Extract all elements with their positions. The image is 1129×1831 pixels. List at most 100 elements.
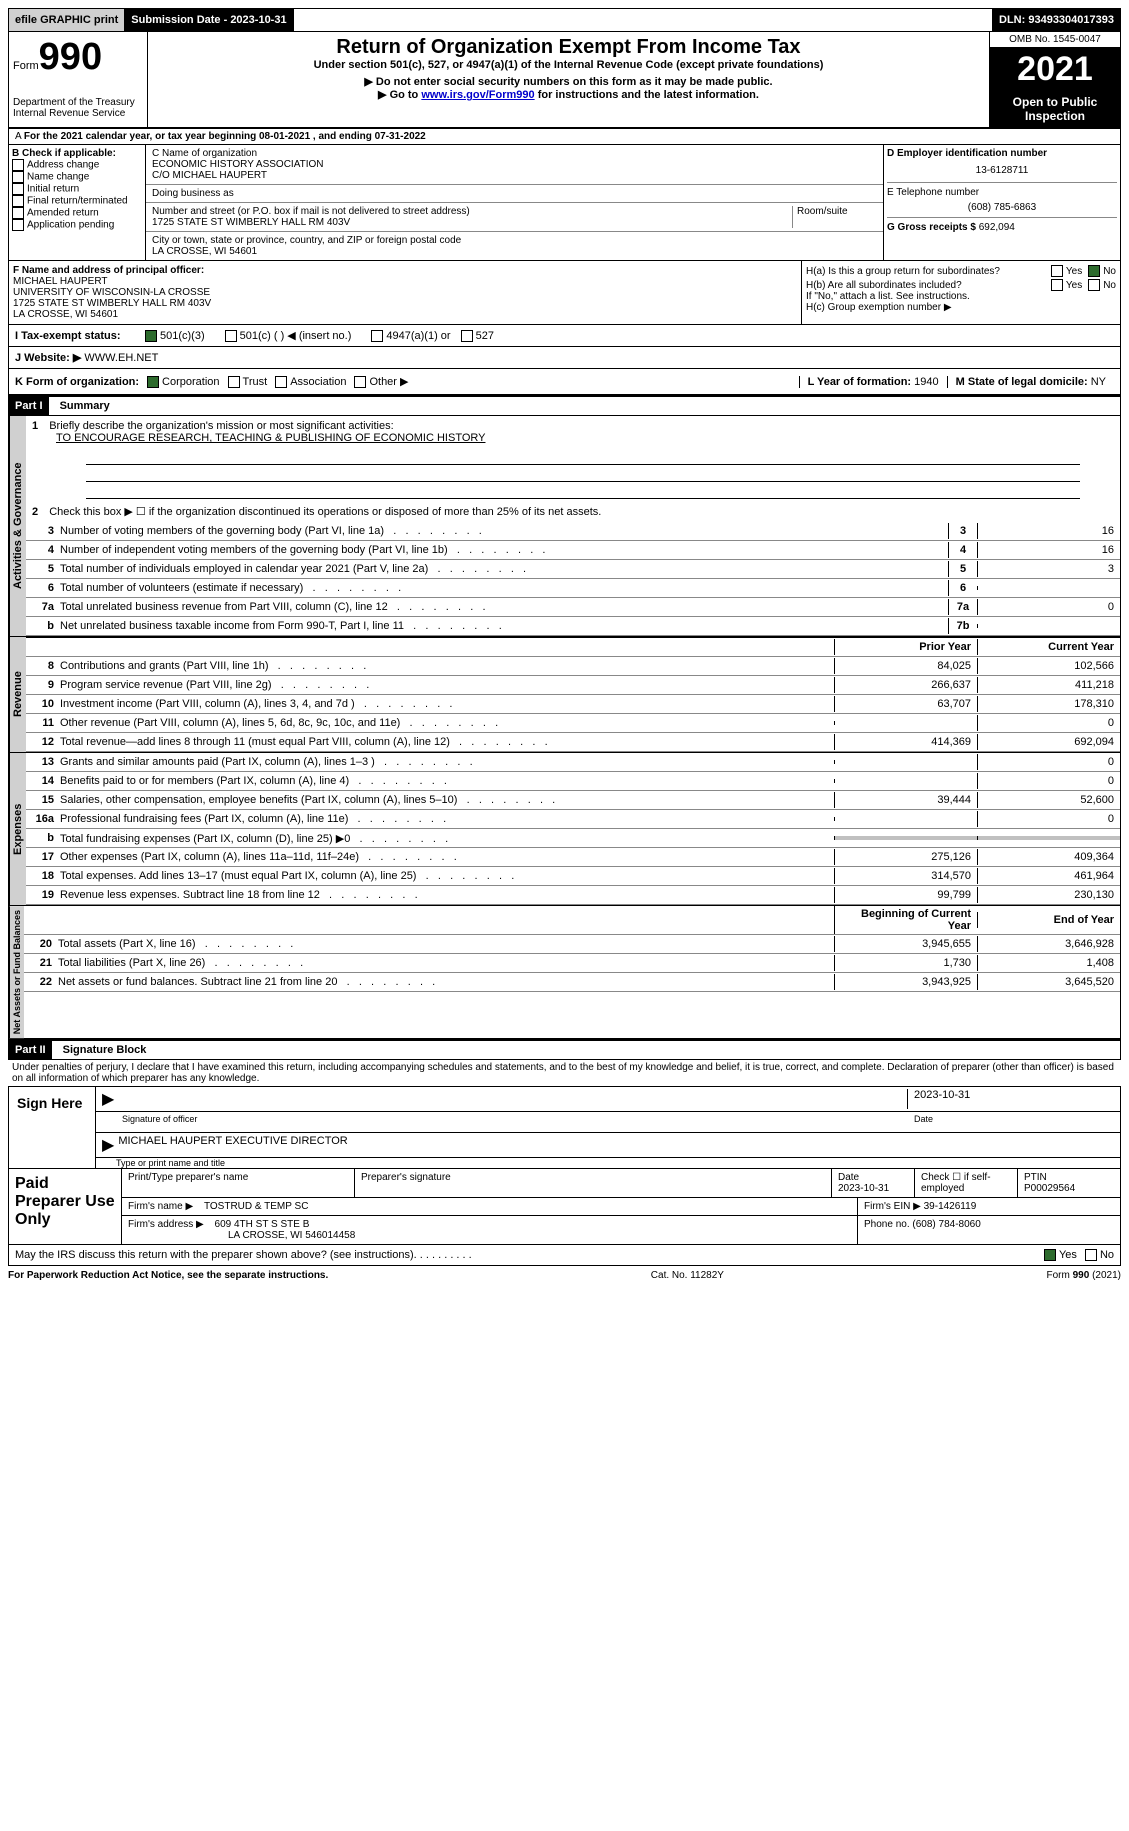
check-initial-return[interactable] [12,183,24,195]
table-row: 22Net assets or fund balances. Subtract … [24,973,1120,992]
spacer [294,9,993,31]
line-j: J Website: ▶ WWW.EH.NET [8,347,1121,369]
net-assets-section: Net Assets or Fund Balances Beginning of… [8,906,1121,1039]
form-word: Form [13,60,39,72]
efile-print-button[interactable]: efile GRAPHIC print [9,9,125,31]
irs-link[interactable]: www.irs.gov/Form990 [421,89,534,101]
top-bar: efile GRAPHIC print Submission Date - 20… [8,8,1121,32]
arrow-icon: ▶ [102,1089,118,1109]
note-ssn: ▶ Do not enter social security numbers o… [152,75,985,88]
firm-addr-label: Firm's address ▶ [128,1219,204,1230]
gross-value: 692,094 [979,222,1015,233]
date-label: Date [908,1114,1114,1130]
box-d: D Employer identification number 13-6128… [884,145,1120,260]
h-b-label: H(b) Are all subordinates included? [806,280,1051,291]
check-other[interactable] [354,376,366,388]
tab-net-assets: Net Assets or Fund Balances [9,906,24,1038]
line-l-label: L Year of formation: [808,376,915,388]
table-row: 19Revenue less expenses. Subtract line 1… [26,886,1120,905]
h-b-no[interactable] [1088,279,1100,291]
page-footer: For Paperwork Reduction Act Notice, see … [8,1266,1121,1281]
mission-blank-1 [86,450,1080,465]
ein-value: 13-6128711 [887,159,1117,182]
penalty-text: Under penalties of perjury, I declare th… [8,1060,1121,1086]
gross-label: G Gross receipts $ [887,222,976,233]
form-subtitle: Under section 501(c), 527, or 4947(a)(1)… [152,59,985,71]
box-h: H(a) Is this a group return for subordin… [802,261,1120,324]
table-row: 15Salaries, other compensation, employee… [26,791,1120,810]
tab-expenses: Expenses [9,753,26,905]
check-501c[interactable] [225,330,237,342]
check-final-return[interactable] [12,195,24,207]
table-row: 14Benefits paid to or for members (Part … [26,772,1120,791]
box-c: C Name of organization ECONOMIC HISTORY … [146,145,884,260]
year-formation: 1940 [914,376,938,388]
part-2-title: Signature Block [55,1044,147,1056]
firm-name: TOSTRUD & TEMP SC [204,1201,308,1212]
table-row: 12Total revenue—add lines 8 through 11 (… [26,733,1120,752]
box-f: F Name and address of principal officer:… [9,261,802,324]
tab-revenue: Revenue [9,637,26,752]
check-4947[interactable] [371,330,383,342]
table-row: 16aProfessional fundraising fees (Part I… [26,810,1120,829]
org-co: C/O MICHAEL HAUPERT [152,170,877,181]
check-amended[interactable] [12,207,24,219]
firm-addr-2: LA CROSSE, WI 546014458 [228,1230,355,1241]
part-1-header: Part I Summary [8,395,1121,416]
check-527[interactable] [461,330,473,342]
table-row: 21Total liabilities (Part X, line 26)1,7… [24,954,1120,973]
check-501c3[interactable] [145,330,157,342]
check-self-employed[interactable]: Check ☐ if self-employed [915,1169,1018,1197]
h-a-no[interactable] [1088,265,1100,277]
line-i-label: I Tax-exempt status: [15,330,145,342]
part-1-label: Part I [9,397,49,415]
discuss-no[interactable] [1085,1249,1097,1261]
street-value: 1725 STATE ST WIMBERLY HALL RM 403V [152,217,792,228]
discuss-yes[interactable] [1044,1249,1056,1261]
check-name-change[interactable] [12,171,24,183]
prep-date: 2023-10-31 [838,1183,908,1194]
table-row: 8Contributions and grants (Part VIII, li… [26,657,1120,676]
h-b-yes[interactable] [1051,279,1063,291]
sign-here-label: Sign Here [9,1087,96,1168]
street-label: Number and street (or P.O. box if mail i… [152,206,792,217]
footer-right: Form 990 (2021) [1047,1270,1121,1281]
mission-value: TO ENCOURAGE RESEARCH, TEACHING & PUBLIS… [56,432,485,444]
form-header: Form990 Department of the Treasury Inter… [8,32,1121,129]
dln: DLN: 93493304017393 [993,9,1120,31]
check-assoc[interactable] [275,376,287,388]
h-b-note: If "No," attach a list. See instructions… [806,291,1116,302]
note-goto-prefix: ▶ Go to [378,89,421,101]
sign-here-block: Sign Here ▶ 2023-10-31 Signature of offi… [8,1086,1121,1169]
officer-line-0: MICHAEL HAUPERT [13,276,797,287]
omb-number: OMB No. 1545-0047 [990,32,1120,48]
table-row: bNet unrelated business taxable income f… [26,617,1120,636]
org-name: ECONOMIC HISTORY ASSOCIATION [152,159,877,170]
table-row: 9Program service revenue (Part VIII, lin… [26,676,1120,695]
firm-ein-label: Firm's EIN ▶ [864,1201,921,1212]
sig-officer-label: Signature of officer [102,1114,908,1130]
officer-label: F Name and address of principal officer: [13,265,797,276]
table-row: 3Number of voting members of the governi… [26,522,1120,541]
governance-section: Activities & Governance 1 Briefly descri… [8,416,1121,637]
firm-ein: 39-1426119 [924,1201,977,1212]
room-label: Room/suite [792,206,877,228]
check-application-pending[interactable] [12,219,24,231]
line-klm: K Form of organization: Corporation Trus… [8,369,1121,395]
footer-mid: Cat. No. 11282Y [651,1270,724,1281]
discuss-text: May the IRS discuss this return with the… [15,1249,414,1261]
check-trust[interactable] [228,376,240,388]
phone-label: E Telephone number [887,182,1117,198]
officer-line-1: UNIVERSITY OF WISCONSIN-LA CROSSE [13,287,797,298]
open-to-public: Open to Public Inspection [990,91,1120,127]
check-address-change[interactable] [12,159,24,171]
phone-value: (608) 785-6863 [887,198,1117,217]
section-bcd: B Check if applicable: Address change Na… [8,145,1121,261]
prep-sig-label: Preparer's signature [355,1169,832,1197]
h-a-yes[interactable] [1051,265,1063,277]
dba-label: Doing business as [152,188,877,199]
col-prior-year: Prior Year [834,639,977,655]
paid-preparer-block: Paid Preparer Use Only Print/Type prepar… [8,1169,1121,1245]
prep-date-label: Date [838,1172,908,1183]
check-corp[interactable] [147,376,159,388]
